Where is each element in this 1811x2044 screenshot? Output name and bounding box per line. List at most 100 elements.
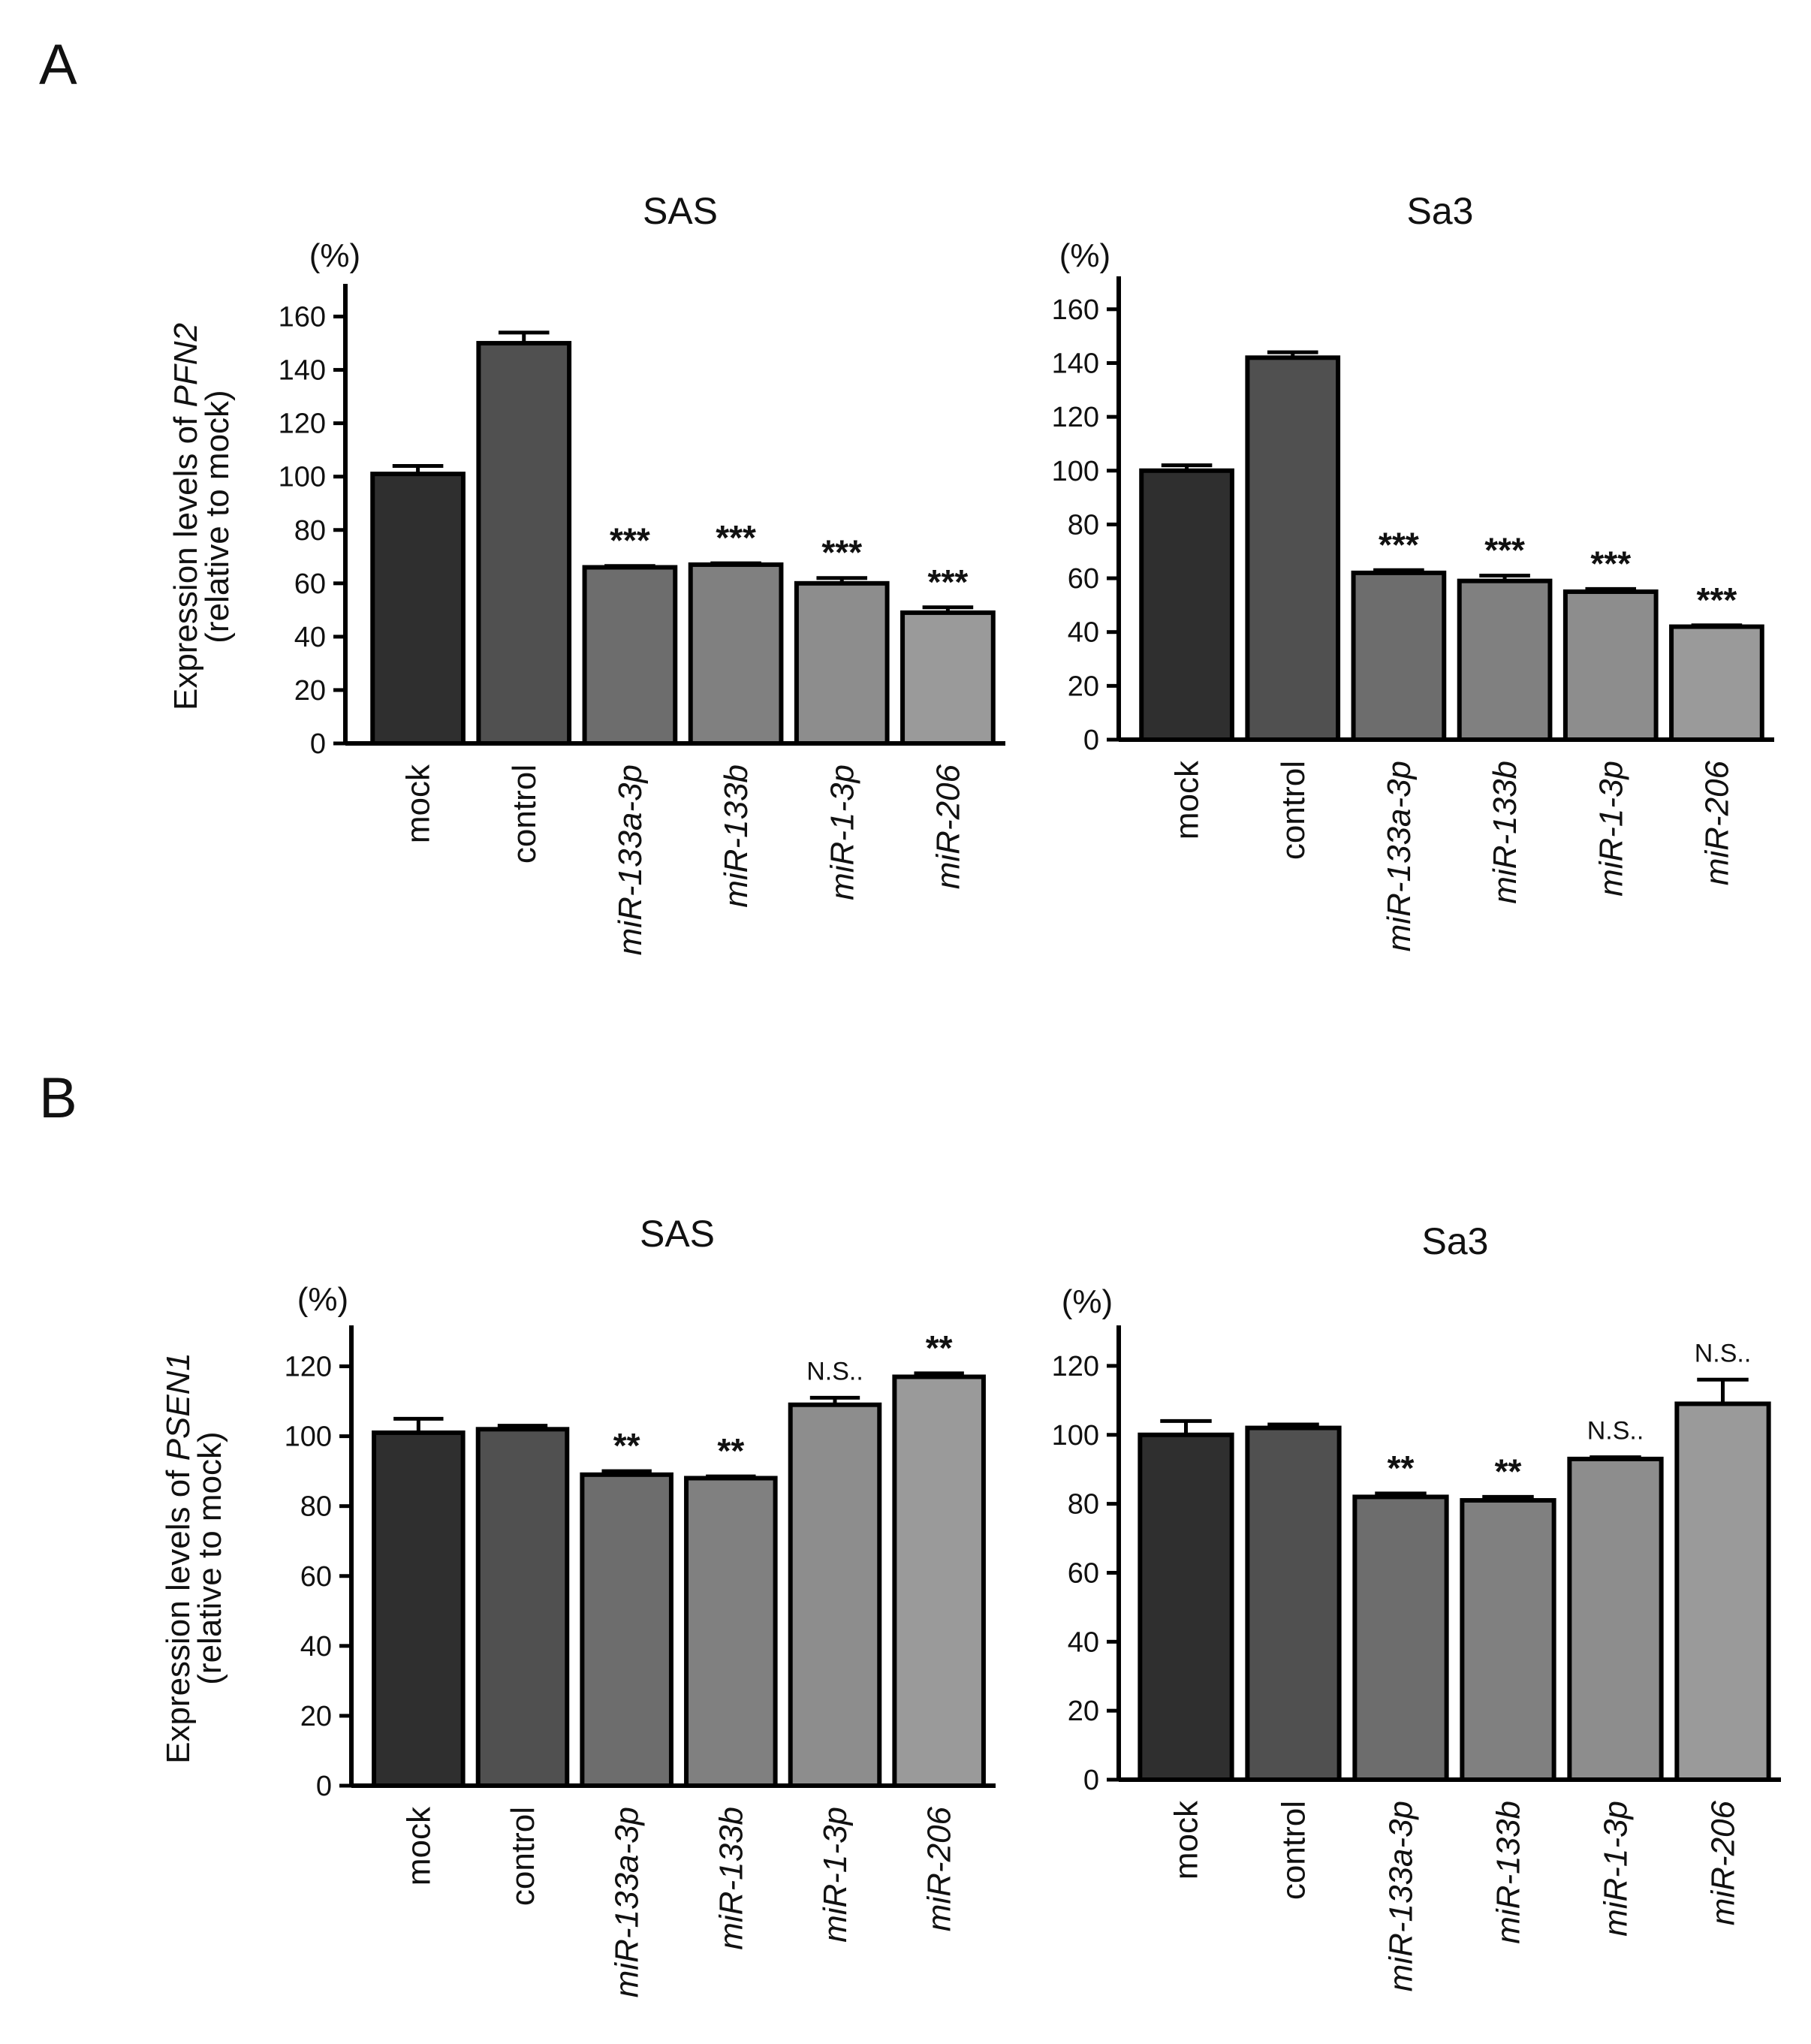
significance-label: **	[717, 1431, 744, 1470]
y-tick-label: 20	[1068, 671, 1099, 702]
chart-b-sas: SAS (%) Expression levels of PSEN1(relativ…	[160, 1213, 996, 1997]
bar	[370, 472, 466, 746]
y-tick-label: 120	[1052, 1351, 1099, 1382]
significance-label: ***	[821, 533, 862, 572]
significance-label: N.S..	[806, 1357, 863, 1385]
x-tick-label: miR-206	[921, 1806, 958, 1931]
y-tick-label: 20	[294, 675, 326, 707]
x-tick-label: miR-133b	[718, 764, 755, 908]
significance-label: N.S..	[1695, 1339, 1752, 1367]
significance-label: ***	[716, 518, 756, 557]
y-tick-label: 40	[1068, 617, 1099, 649]
y-unit-label: (%)	[1059, 237, 1110, 274]
y-tick-label: 80	[1068, 509, 1099, 541]
y-tick-label: 160	[279, 302, 326, 333]
y-tick-label: 0	[1083, 725, 1099, 756]
y-axis-label-line2: (relative to mock)	[199, 390, 236, 643]
y-tick-label: 80	[1068, 1489, 1099, 1521]
x-tick-label: miR-206	[930, 764, 966, 889]
bar	[1138, 1432, 1234, 1783]
y-unit-label: (%)	[309, 237, 360, 274]
bar	[1139, 468, 1234, 742]
bar	[1245, 355, 1341, 742]
x-tick-label: mock	[400, 1806, 437, 1886]
panel-label-b: B	[39, 1066, 77, 1130]
bar	[372, 1430, 466, 1788]
chart-title: SAS	[640, 1213, 715, 1255]
bar	[684, 1476, 778, 1788]
significance-label: ***	[1379, 525, 1419, 564]
y-tick-label: 20	[1068, 1696, 1099, 1727]
x-tick-label: miR-133a-3p	[1383, 1801, 1420, 1991]
x-tick-label: miR-206	[1705, 1800, 1742, 1925]
y-tick-label: 120	[279, 408, 326, 440]
y-tick-label: 120	[1052, 402, 1099, 433]
chart-a-sas: SAS (%) Expression levels of PFN2(relative…	[167, 190, 1005, 955]
bar	[1669, 624, 1764, 743]
y-tick-label: 40	[300, 1631, 332, 1663]
bar	[582, 565, 678, 746]
y-tick-label: 100	[1052, 456, 1099, 487]
y-axis-label-line2: (relative to mock)	[191, 1431, 228, 1684]
y-tick-label: 100	[1052, 1420, 1099, 1452]
bar	[900, 610, 996, 746]
x-tick-label: mock	[1168, 1800, 1205, 1880]
y-unit-label: (%)	[297, 1281, 348, 1318]
y-axis-label-gene: PSEN1	[160, 1352, 197, 1461]
bar	[1245, 1425, 1342, 1782]
x-tick-label: mock	[400, 764, 437, 843]
significance-label: **	[926, 1328, 953, 1367]
significance-label: **	[613, 1426, 640, 1465]
x-tick-label: miR-1-3p	[824, 764, 860, 900]
significance-label: ***	[1697, 580, 1737, 620]
y-axis-label: Expression levels of PFN2	[167, 323, 204, 710]
bar	[1674, 1401, 1771, 1782]
x-tick-label: miR-133b	[1487, 761, 1523, 904]
bar	[1567, 1456, 1664, 1783]
bar	[1457, 578, 1553, 742]
x-tick-label: miR-133b	[713, 1807, 749, 1950]
chart-title: SAS	[643, 190, 718, 232]
bar	[794, 580, 890, 746]
significance-label: ***	[610, 521, 650, 560]
y-tick-label: 100	[285, 1421, 332, 1453]
significance-label: ***	[928, 562, 969, 601]
x-tick-label: miR-1-3p	[1598, 1801, 1635, 1937]
bar	[1352, 1494, 1449, 1783]
significance-label: **	[1495, 1452, 1522, 1491]
y-tick-label: 60	[294, 568, 326, 600]
y-tick-label: 20	[300, 1701, 332, 1732]
significance-label: **	[1388, 1449, 1415, 1488]
x-tick-label: mock	[1169, 760, 1206, 840]
bar	[892, 1374, 986, 1788]
x-tick-label: miR-133a-3p	[609, 1807, 646, 1997]
y-axis-label: Expression levels of PSEN1	[160, 1352, 197, 1764]
y-tick-label: 60	[1068, 563, 1099, 595]
x-tick-label: control	[505, 1807, 541, 1906]
panel-label-a: A	[39, 33, 77, 97]
y-axis-label-prefix: Expression levels of	[167, 407, 204, 710]
x-tick-label: miR-206	[1698, 760, 1735, 885]
x-tick-label: miR-133a-3p	[612, 764, 649, 955]
y-tick-label: 80	[294, 515, 326, 547]
x-tick-label: control	[1276, 1801, 1312, 1900]
x-tick-label: control	[506, 764, 543, 864]
y-tick-label: 160	[1052, 294, 1099, 326]
x-tick-label: miR-1-3p	[817, 1807, 854, 1943]
significance-label: ***	[1484, 530, 1525, 569]
y-tick-label: 60	[300, 1561, 332, 1593]
bar	[688, 562, 784, 746]
significance-label: ***	[1590, 544, 1631, 583]
bar	[580, 1472, 673, 1789]
y-tick-label: 0	[1083, 1765, 1099, 1796]
y-tick-label: 120	[285, 1352, 332, 1383]
y-tick-label: 80	[300, 1491, 332, 1523]
y-tick-label: 140	[279, 355, 326, 387]
chart-a-sa3: Sa3 (%) 0 20 40 60 80 100 120 140 160 mock control **…	[1052, 190, 1774, 951]
x-tick-label: control	[1275, 761, 1312, 860]
y-axis-label-gene: PFN2	[167, 323, 204, 407]
chart-title: Sa3	[1422, 1220, 1489, 1262]
x-tick-label: miR-133a-3p	[1381, 761, 1418, 951]
bar	[1562, 589, 1659, 742]
